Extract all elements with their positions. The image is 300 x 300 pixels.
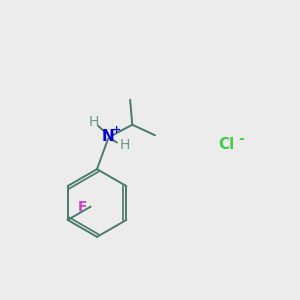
Text: H: H [89, 115, 99, 129]
Text: N: N [102, 129, 115, 144]
Text: +: + [112, 125, 121, 136]
Text: Cl: Cl [218, 136, 235, 152]
Text: F: F [78, 200, 88, 214]
Text: H: H [120, 138, 130, 152]
Text: -: - [238, 132, 244, 146]
